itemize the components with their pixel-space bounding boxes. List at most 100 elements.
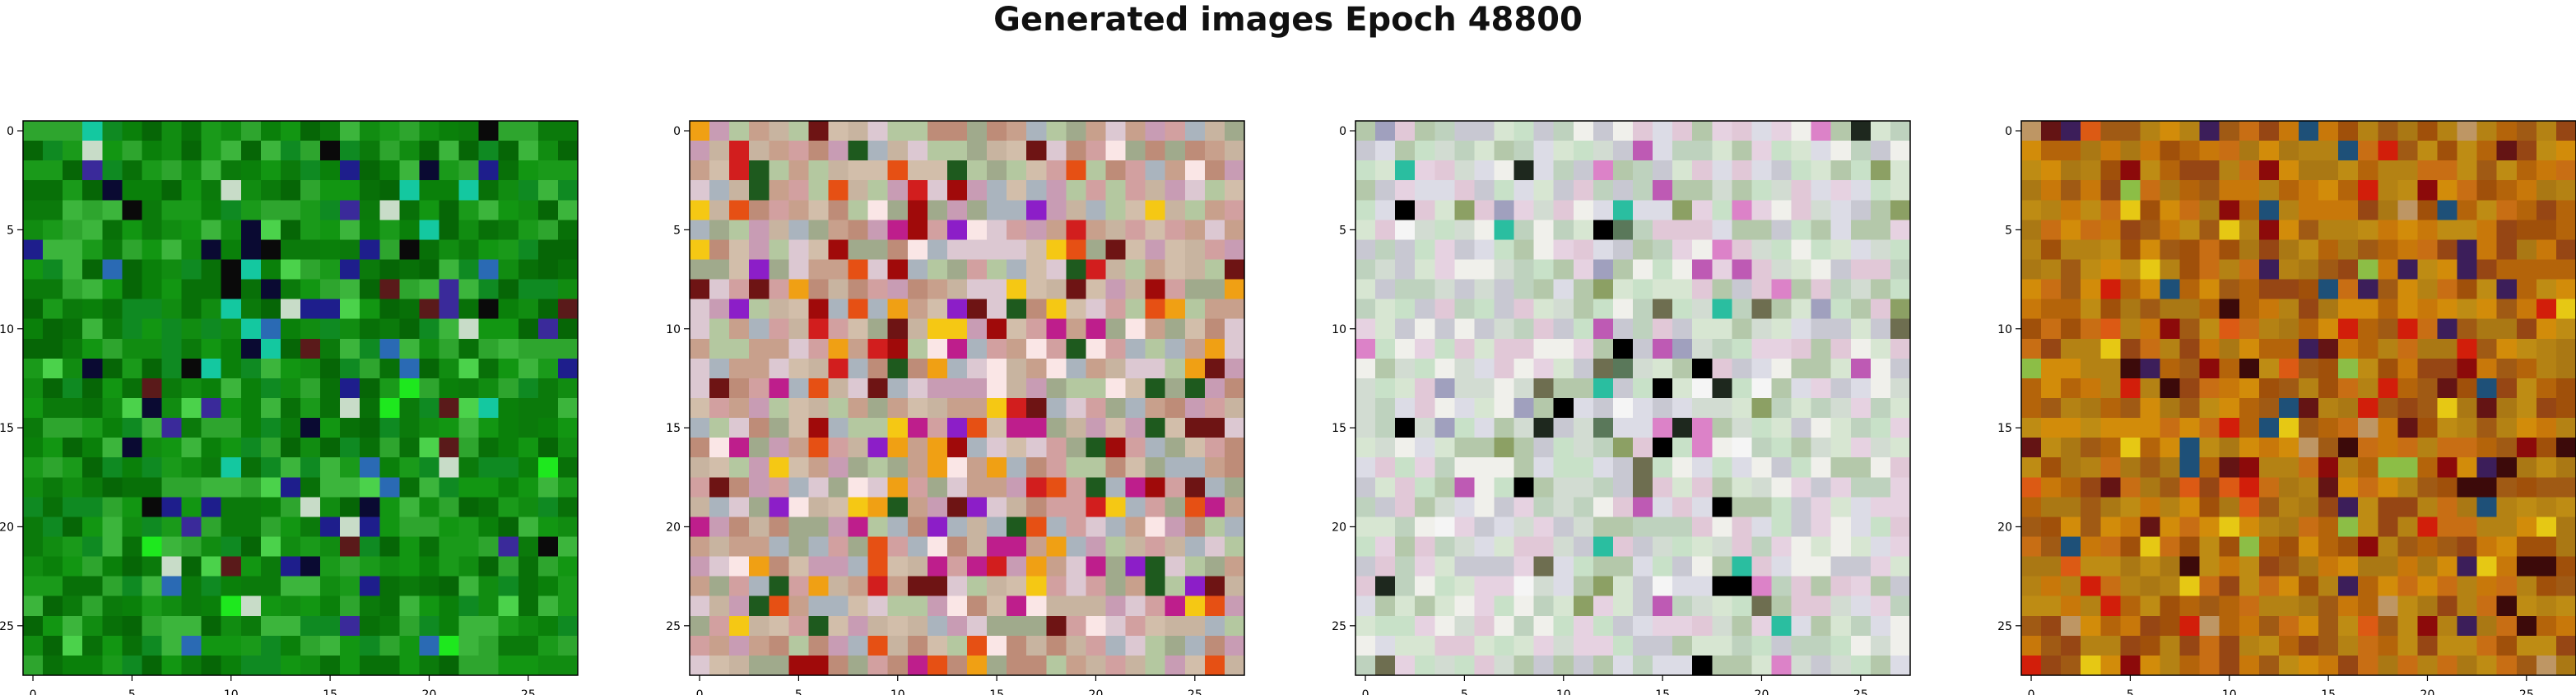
pixel-cell (320, 259, 341, 280)
pixel-cell (1612, 655, 1634, 676)
pixel-cell (1791, 615, 1812, 637)
pixel-cell (1653, 595, 1673, 617)
pixel-cell (729, 635, 750, 656)
pixel-cell (2358, 655, 2378, 676)
pixel-cell (102, 180, 123, 201)
pixel-cell (729, 279, 750, 300)
pixel-cell (887, 556, 909, 577)
pixel-cell (2378, 517, 2398, 538)
pixel-cell (1066, 556, 1087, 577)
pixel-cell (1712, 635, 1732, 656)
pixel-cell (1791, 595, 1812, 617)
pixel-cell (1375, 121, 1396, 141)
pixel-cell (2140, 141, 2161, 161)
pixel-cell (2239, 220, 2260, 241)
pixel-cell (360, 378, 380, 399)
pixel-cell (2021, 279, 2042, 300)
pixel-cell (1811, 180, 1832, 201)
pixel-cell (1633, 141, 1653, 161)
pixel-cell (43, 239, 63, 261)
pixel-cell (1105, 457, 1127, 478)
pixel-cell (1712, 121, 1732, 141)
pixel-cell (1593, 635, 1614, 656)
pixel-cell (142, 655, 163, 676)
pixel-cell (2219, 121, 2240, 141)
pixel-cell (1553, 338, 1574, 359)
pixel-cell (2061, 200, 2081, 220)
pixel-cell (537, 141, 559, 161)
pixel-cell (1612, 398, 1634, 419)
pixel-cell (927, 615, 948, 637)
pixel-cell (1771, 438, 1793, 458)
pixel-cell (1355, 457, 1376, 478)
pixel-cell (1712, 438, 1732, 458)
pixel-cell (2061, 141, 2081, 161)
pixel-cell (690, 141, 710, 161)
pixel-cell (2041, 338, 2062, 359)
pixel-cell (2061, 615, 2081, 637)
pixel-cell (122, 200, 143, 220)
pixel-cell (2397, 517, 2419, 538)
pixel-cell (320, 239, 341, 261)
pixel-cell (1204, 655, 1225, 676)
pixel-cell (1811, 438, 1832, 458)
pixel-cell (987, 635, 1007, 656)
pixel-cell (1771, 556, 1793, 577)
pixel-cell (1593, 438, 1614, 458)
pixel-cell (887, 141, 909, 161)
pixel-cell (1434, 536, 1455, 558)
pixel-cell (1395, 635, 1416, 656)
pixel-cell (1553, 655, 1574, 676)
pixel-cell (2397, 141, 2419, 161)
pixel-cell (1066, 595, 1087, 617)
pixel-cell (1454, 655, 1476, 676)
pixel-cell (1712, 180, 1732, 201)
pixel-cell (122, 595, 143, 617)
pixel-cell (300, 279, 321, 300)
pixel-cell (340, 141, 360, 161)
pixel-cell (1046, 180, 1067, 201)
pixel-cell (1184, 635, 1206, 656)
pixel-cell (2041, 378, 2062, 399)
pixel-cell (2358, 517, 2378, 538)
pixel-cell (280, 121, 301, 141)
pixel-cell (1712, 358, 1732, 379)
pixel-cell (260, 299, 281, 320)
pixel-cell (1751, 477, 1773, 498)
pixel-cell (557, 655, 579, 676)
pixel-cell (2021, 220, 2042, 241)
pixel-cell (887, 655, 909, 676)
pixel-cell (2397, 536, 2419, 558)
pixel-cell (63, 338, 83, 359)
pixel-cell (907, 438, 928, 458)
pixel-cell (1355, 517, 1376, 538)
pixel-cell (1890, 259, 1911, 280)
pixel-cell (1732, 615, 1753, 637)
pixel-cell (2100, 615, 2121, 637)
pixel-cell (63, 180, 83, 201)
pixel-cell (2041, 655, 2062, 676)
pixel-cell (300, 556, 321, 577)
pixel-cell (2417, 398, 2439, 419)
pixel-cell (181, 358, 202, 379)
y-tick-label: 20 (666, 521, 681, 534)
pixel-cell (102, 200, 123, 220)
pixel-cell (1712, 338, 1732, 359)
pixel-cell (43, 576, 63, 597)
pixel-cell (1553, 220, 1574, 241)
pixel-cell (2496, 358, 2518, 379)
pixel-cell (82, 259, 103, 280)
pixel-cell (181, 121, 202, 141)
pixel-cell (2437, 576, 2458, 597)
pixel-cell (1771, 160, 1793, 181)
pixel-cell (1751, 576, 1773, 597)
pixel-cell (1672, 378, 1693, 399)
pixel-cell (1732, 358, 1753, 379)
pixel-cell (1573, 121, 1594, 141)
pixel-cell (1514, 556, 1535, 577)
pixel-cell (2239, 160, 2260, 181)
pixel-cell (1830, 655, 1852, 676)
pixel-cell (419, 457, 440, 478)
pixel-cell (690, 299, 710, 320)
pixel-cell (2120, 259, 2141, 280)
